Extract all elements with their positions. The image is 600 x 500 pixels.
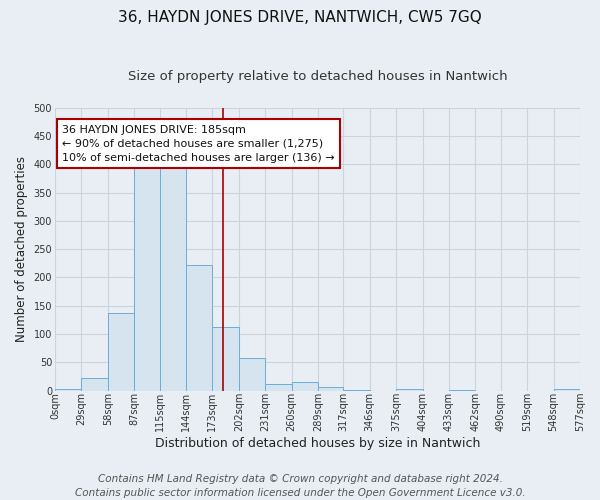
Bar <box>212 326 239 390</box>
Bar <box>186 265 212 390</box>
Bar <box>292 382 318 390</box>
Y-axis label: Number of detached properties: Number of detached properties <box>15 156 28 342</box>
Bar <box>239 358 265 390</box>
Bar <box>134 156 160 390</box>
Text: 36, HAYDN JONES DRIVE, NANTWICH, CW5 7GQ: 36, HAYDN JONES DRIVE, NANTWICH, CW5 7GQ <box>118 10 482 25</box>
Bar <box>318 387 343 390</box>
Bar <box>108 312 134 390</box>
Bar <box>55 389 82 390</box>
Text: Contains HM Land Registry data © Crown copyright and database right 2024.
Contai: Contains HM Land Registry data © Crown c… <box>74 474 526 498</box>
Bar <box>82 378 108 390</box>
X-axis label: Distribution of detached houses by size in Nantwich: Distribution of detached houses by size … <box>155 437 480 450</box>
Bar <box>265 384 292 390</box>
Text: 36 HAYDN JONES DRIVE: 185sqm
← 90% of detached houses are smaller (1,275)
10% of: 36 HAYDN JONES DRIVE: 185sqm ← 90% of de… <box>62 124 335 162</box>
Title: Size of property relative to detached houses in Nantwich: Size of property relative to detached ho… <box>128 70 507 83</box>
Bar <box>160 156 186 390</box>
